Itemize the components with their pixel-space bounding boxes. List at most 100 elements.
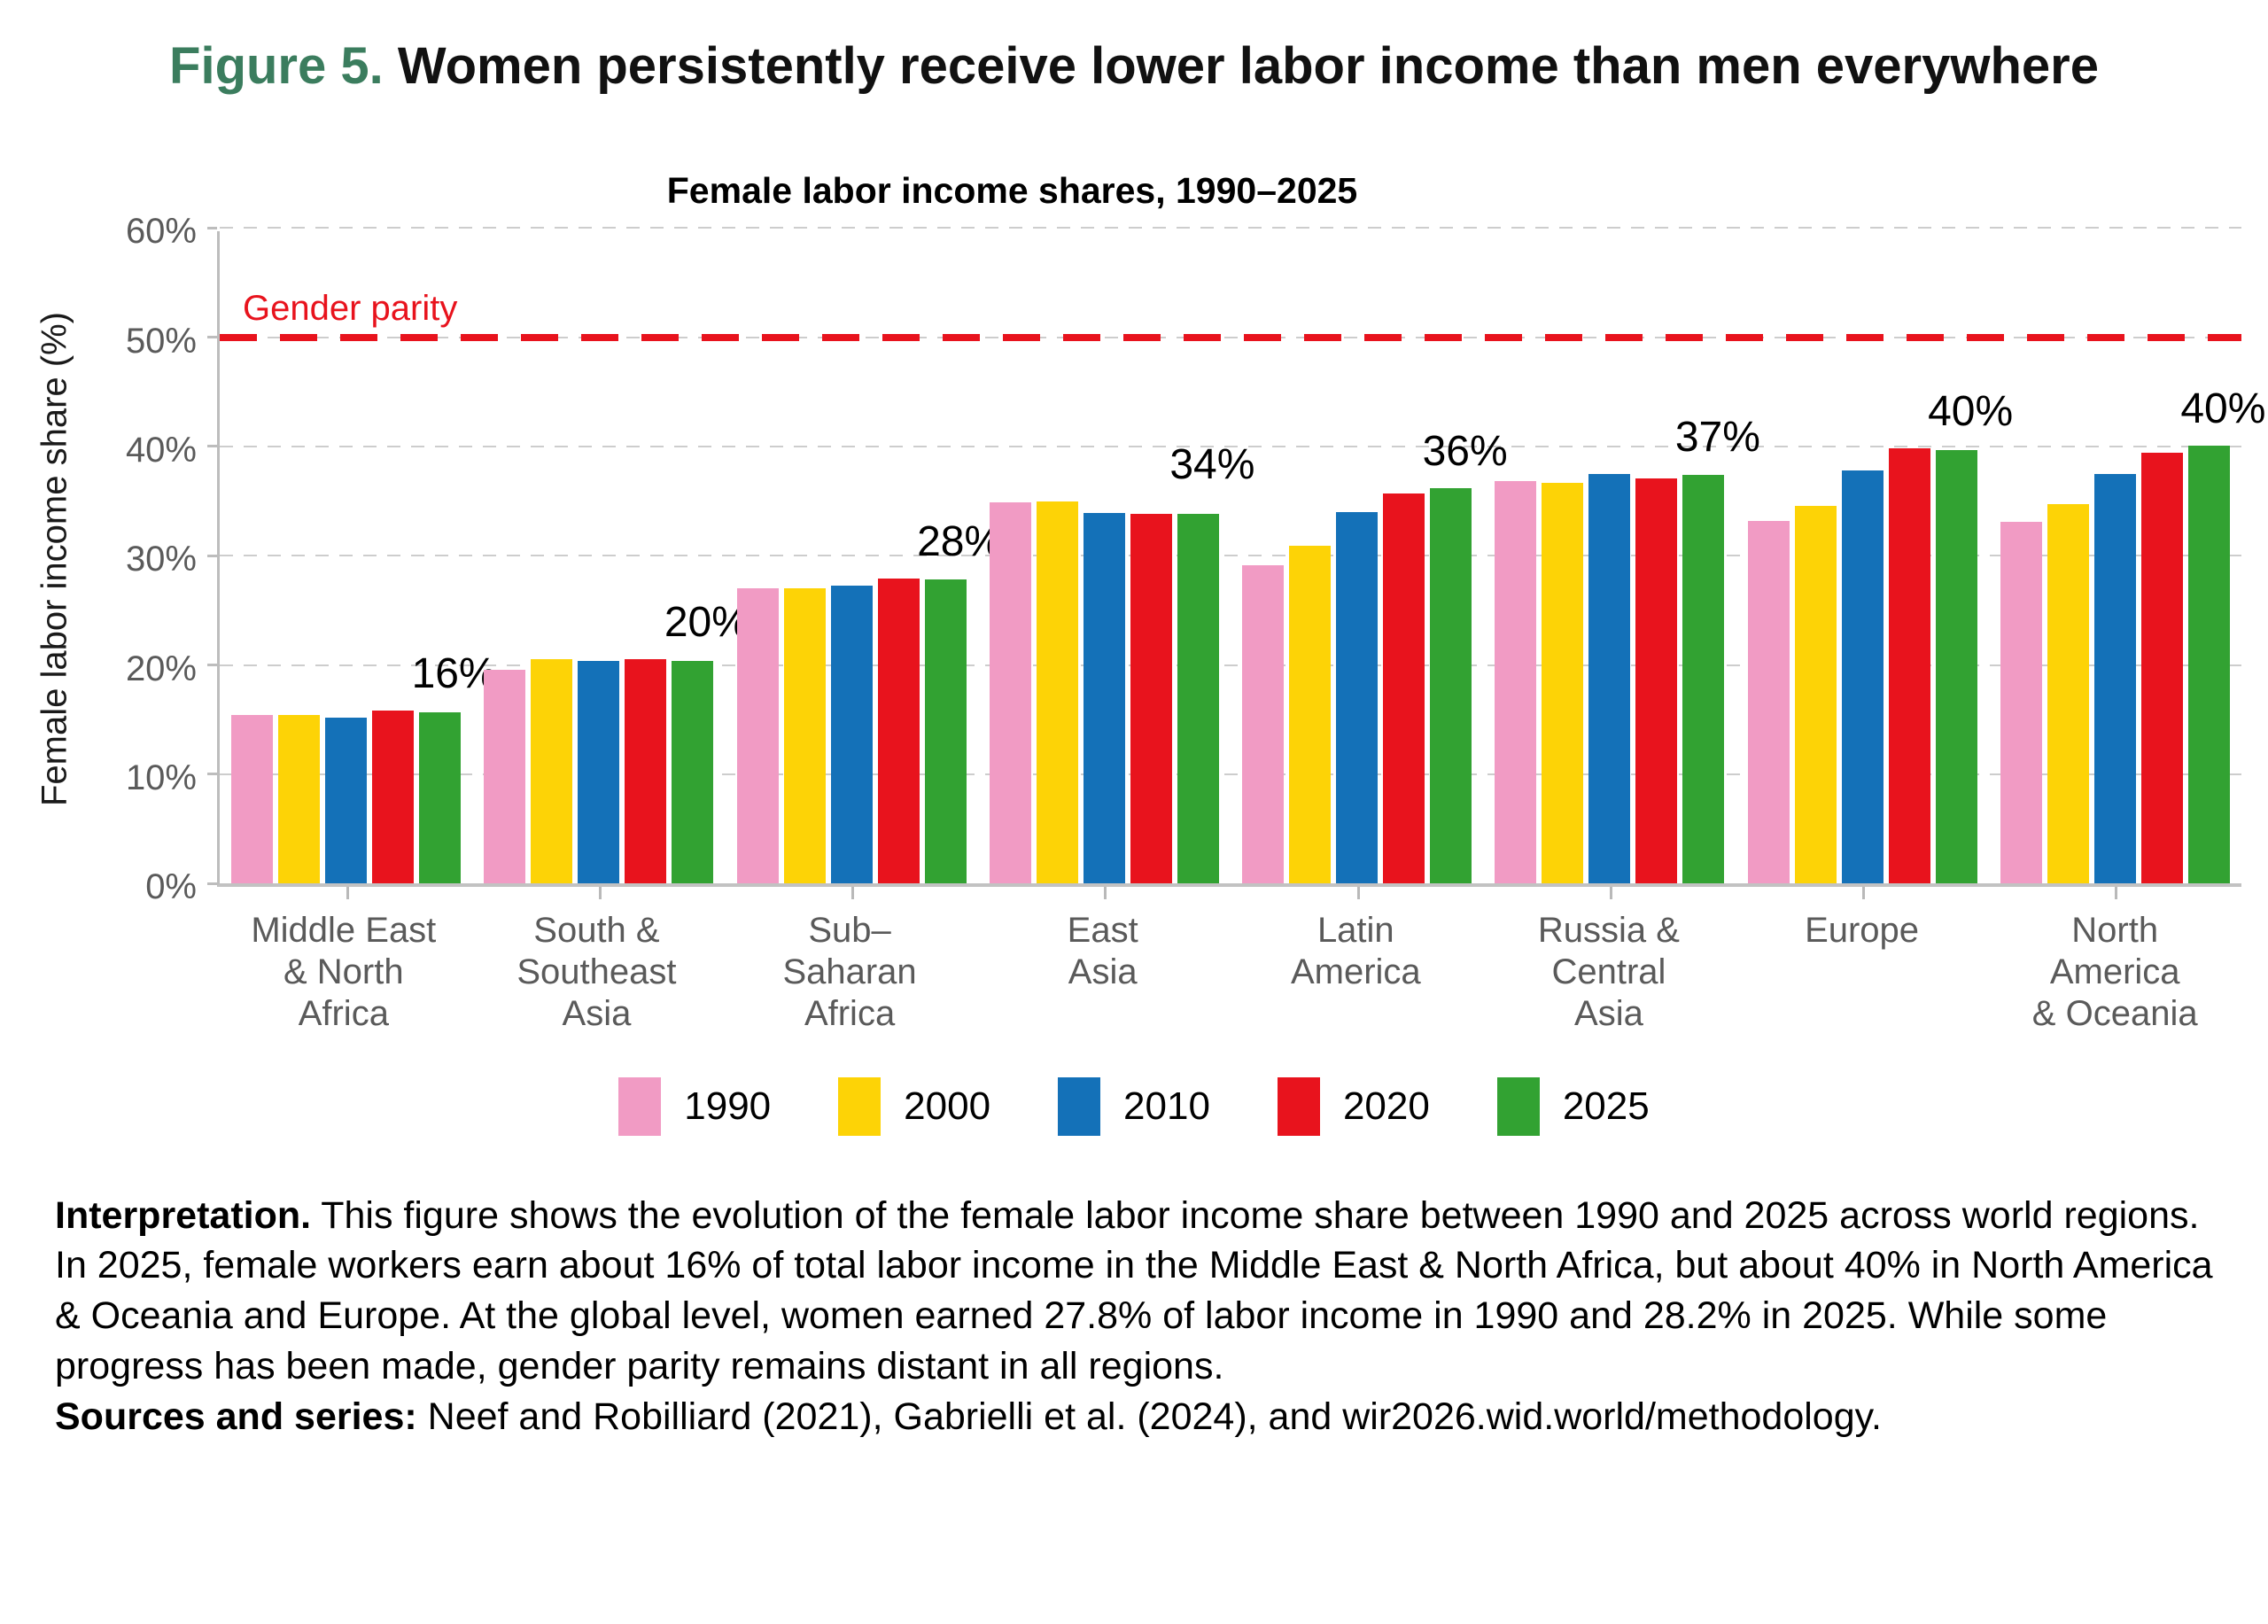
x-category-label-line: Saharan (782, 952, 917, 992)
bar-2000 (1542, 482, 1584, 884)
bar-2000 (531, 659, 573, 884)
legend-swatch (1058, 1076, 1101, 1136)
bar-2020 (2140, 453, 2183, 884)
y-tick-label: 30% (125, 540, 197, 579)
x-tick (1356, 887, 1360, 900)
bar-2010 (578, 660, 620, 884)
sources-label: Sources and series: (55, 1395, 417, 1438)
legend-item-2010: 2010 (1058, 1076, 1210, 1136)
x-category-label-line: Middle East (251, 911, 437, 951)
bar-group: 40% (1736, 231, 2013, 900)
x-category-label-line: Southeast (517, 952, 677, 992)
bar-group-annotation: 28% (917, 518, 1003, 566)
bar-group-annotation: 20% (664, 599, 750, 647)
bar-1990 (736, 588, 779, 884)
x-category-label-line: & Oceania (2031, 993, 2198, 1033)
y-tick-mark (207, 226, 217, 229)
y-tick-mark (207, 773, 217, 776)
y-tick-label: 60% (125, 212, 197, 252)
x-category-label: South & Southeast Asia (470, 887, 724, 1034)
bar-2000 (278, 715, 321, 884)
bar-2025 (924, 579, 967, 884)
bar-2010 (325, 717, 368, 884)
bar-2000 (1289, 546, 1332, 884)
x-category-label-line: Africa (804, 993, 896, 1033)
sources-text: Neef and Robilliard (2021), Gabrielli et… (416, 1395, 1882, 1438)
x-category-label-line: Africa (298, 993, 389, 1033)
bar-1990 (989, 501, 1031, 884)
x-category-label-line: Latin (1317, 911, 1394, 951)
y-tick-label: 10% (125, 758, 197, 797)
x-category-label: Latin America (1230, 887, 1483, 1034)
x-tick (851, 887, 855, 900)
y-tick-label: 0% (145, 867, 197, 907)
figure-title: Figure 5. Women persistently receive low… (133, 34, 2135, 99)
y-tick-label: 50% (125, 321, 197, 361)
bar-2010 (830, 585, 873, 884)
bar-1990 (231, 715, 274, 884)
bar-2010 (2093, 473, 2136, 884)
x-category-label: Middle East & North Africa (217, 887, 470, 1034)
caption: Interpretation. This figure shows the ev… (55, 1191, 2213, 1442)
bar-group-annotation: 16% (411, 650, 497, 698)
gridline-10 (220, 773, 2241, 775)
x-category-label-line: Asia (1068, 952, 1138, 992)
bar-group-annotation: 40% (1928, 388, 2014, 436)
x-category-label-line: & North (284, 952, 404, 992)
x-tick (346, 887, 349, 900)
x-category-label: East Asia (976, 887, 1230, 1034)
legend-label: 2025 (1562, 1084, 1650, 1128)
x-tick (1104, 887, 1107, 900)
bar-group-annotation: 36% (1422, 427, 1508, 475)
y-tick-mark (207, 554, 217, 557)
bar-2025 (1935, 449, 1977, 884)
bar-2020 (372, 711, 415, 884)
x-category-label: Russia & Central Asia (1482, 887, 1736, 1034)
x-axis-labels: Middle East & North Africa South & Southeast… (217, 887, 2241, 1034)
x-category-label-line: Russia & (1537, 911, 1680, 951)
x-category-label-line: Central (1551, 952, 1666, 992)
bar-2025 (2187, 445, 2230, 884)
bar-2010 (1588, 473, 1631, 884)
legend-item-1990: 1990 (618, 1076, 772, 1136)
bar-group-annotation: 34% (1169, 440, 1255, 488)
x-category-label-line: Asia (1574, 993, 1643, 1033)
legend: 1990 2000 2010 2020 2025 (0, 1076, 2268, 1136)
bar-1990 (2000, 522, 2042, 884)
y-tick-label: 20% (125, 649, 197, 688)
legend-label: 1990 (684, 1084, 772, 1128)
gender-parity-label: Gender parity (243, 288, 458, 328)
gender-parity-line (220, 333, 2241, 341)
bar-group: 36% (1231, 231, 1508, 900)
figure-number: Figure 5. (169, 37, 384, 95)
bar-1990 (484, 669, 526, 884)
y-tick-mark (207, 664, 217, 667)
bar-group: 20% (472, 231, 750, 900)
bar-group: 40% (1989, 231, 2265, 900)
bar-group: 28% (726, 231, 1002, 900)
bar-2020 (877, 579, 920, 884)
x-category-label-line: Asia (562, 993, 632, 1033)
x-tick (1609, 887, 1612, 900)
legend-item-2000: 2000 (838, 1076, 990, 1136)
bar-1990 (1495, 481, 1537, 884)
legend-label: 2020 (1342, 1084, 1430, 1128)
figure-title-text: Women persistently receive lower labor i… (397, 37, 2099, 95)
gridline-60 (220, 227, 2241, 229)
interpretation-label: Interpretation. (55, 1193, 312, 1237)
plot-panel: Gender parity 16% 20% 28% 34% 36% 37% 40% 40% (207, 226, 2265, 900)
bar-2020 (1888, 448, 1930, 884)
bar-2000 (783, 588, 826, 884)
x-tick (2115, 887, 2118, 900)
chart-area: Female labor income share (%) Gender par… (0, 212, 2268, 906)
x-category-label: Sub– Saharan Africa (723, 887, 976, 1034)
gridline-20 (220, 664, 2241, 666)
x-category-label: Europe (1736, 887, 1989, 1034)
bar-group-annotation: 40% (2180, 385, 2266, 432)
bar-2025 (419, 711, 462, 884)
x-category-label-line: Sub– (808, 911, 891, 951)
x-category-label-line: Europe (1805, 911, 1920, 951)
bar-2000 (1036, 501, 1078, 884)
bar-2020 (1130, 514, 1172, 884)
